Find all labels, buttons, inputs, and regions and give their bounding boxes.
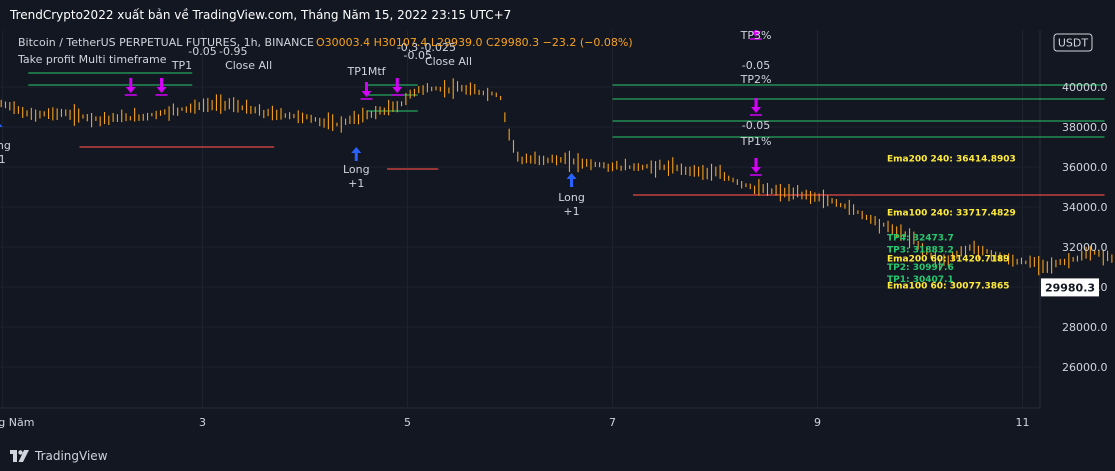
trade-annotation-label: TP1% bbox=[740, 135, 772, 148]
trade-annotation-label: Long bbox=[0, 139, 11, 152]
tp-sl-lines bbox=[28, 72, 1105, 196]
exit-signal-arrow-icon bbox=[391, 78, 404, 96]
price-axis[interactable]: 40000.038000.036000.034000.032000.030000… bbox=[1041, 81, 1108, 374]
y-tick-label: 36000.0 bbox=[1062, 161, 1108, 174]
y-tick-label: 34000.0 bbox=[1062, 201, 1108, 214]
trade-annotation-label: Close All bbox=[225, 59, 272, 72]
exit-arrow-shape bbox=[361, 82, 372, 97]
signal-arrows bbox=[0, 30, 762, 187]
exit-signal-arrow-icon bbox=[155, 78, 168, 96]
trade-annotation-label: -0.05 bbox=[188, 45, 216, 58]
trade-annotation-label: -0.05 bbox=[742, 119, 770, 132]
trade-annotation-label: +1 bbox=[0, 153, 6, 166]
chart-header: TrendCrypto2022 xuất bản về TradingView.… bbox=[0, 0, 1115, 30]
tradingview-logo-icon bbox=[10, 450, 29, 462]
trade-annotation-label: -0.025 bbox=[421, 41, 456, 54]
trade-annotation-label: -0.05 bbox=[742, 59, 770, 72]
exit-arrow-shape bbox=[751, 30, 761, 37]
long-entry-arrow-icon bbox=[351, 147, 362, 161]
grid bbox=[0, 30, 1040, 408]
trade-annotation-label: Close All bbox=[425, 55, 472, 68]
exit-arrow-shape bbox=[156, 78, 167, 93]
trade-annotation-label: Long bbox=[558, 191, 585, 204]
y-tick-label: 26000.0 bbox=[1062, 361, 1108, 374]
exit-signal-arrow-icon bbox=[750, 158, 762, 176]
symbol-title: Bitcoin / TetherUS PERPETUAL FUTURES, 1h… bbox=[18, 36, 314, 49]
exit-arrow-shape bbox=[751, 98, 761, 113]
trade-annotation-label: +1 bbox=[348, 177, 364, 190]
trade-annotation-label: TP1 bbox=[171, 59, 192, 72]
currency-button-label: USDT bbox=[1058, 37, 1089, 50]
indicator-value-label: TP4: 32473.7 bbox=[887, 234, 954, 244]
long-arrow-shape bbox=[0, 124, 3, 127]
x-tick-label: 11 bbox=[1016, 416, 1030, 429]
time-axis[interactable]: Tháng Năm357911131618 bbox=[0, 416, 1115, 429]
last-price-tag: 29980.3 bbox=[1041, 278, 1099, 297]
exit-arrow-shape bbox=[751, 158, 761, 173]
trade-annotation-label: -0.3 bbox=[397, 41, 418, 54]
long-entry-arrow-icon bbox=[566, 173, 577, 187]
trade-annotation-label: TP2% bbox=[740, 73, 772, 86]
trade-annotation-label: Long bbox=[343, 163, 370, 176]
indicator-name[interactable]: Take profit Multi timeframe bbox=[17, 53, 167, 66]
footer: TradingView bbox=[0, 440, 1115, 471]
y-tick-label: 28000.0 bbox=[1062, 321, 1108, 334]
last-price-value: 29980.3 bbox=[1045, 281, 1095, 294]
price-bars bbox=[0, 78, 1113, 276]
y-tick-label: 40000.0 bbox=[1062, 81, 1108, 94]
exit-arrow-shape bbox=[392, 78, 403, 93]
y-tick-label: 38000.0 bbox=[1062, 121, 1108, 134]
currency-button[interactable]: USDT bbox=[1053, 33, 1093, 52]
publisher-text: TrendCrypto2022 xuất bản về TradingView.… bbox=[10, 8, 512, 22]
x-tick-label: 5 bbox=[404, 416, 411, 429]
exit-signal-arrow-icon bbox=[750, 30, 762, 40]
indicator-value-label: TP2: 30997.6 bbox=[887, 263, 954, 273]
x-tick-label: 3 bbox=[199, 416, 206, 429]
x-tick-label: Tháng Năm bbox=[0, 416, 34, 429]
x-tick-label: 9 bbox=[814, 416, 821, 429]
trade-annotation-label: -0.05 bbox=[404, 49, 432, 62]
long-entry-arrow-icon bbox=[0, 124, 3, 127]
x-tick-label: 7 bbox=[609, 416, 616, 429]
long-arrow-shape bbox=[351, 147, 362, 161]
trade-annotations: Long+1Long+1Long+1Long+1-0.05-0.95TP1Clo… bbox=[0, 30, 772, 218]
long-arrow-shape bbox=[566, 173, 577, 187]
indicator-labels: Ema200 240: 36414.8903 Ema100 240: 33717.… bbox=[887, 155, 1016, 292]
trade-annotation-label: TP1Mtf bbox=[346, 65, 386, 78]
indicator-value-label: Ema100 240: 33717.4829 bbox=[887, 209, 1016, 219]
tradingview-logo[interactable]: TradingView bbox=[10, 446, 108, 466]
price-chart[interactable]: Long+1Long+1Long+1Long+1-0.05-0.95TP1Clo… bbox=[0, 30, 1115, 440]
trade-annotation-label: +1 bbox=[563, 205, 579, 218]
trade-annotation-label: TP3% bbox=[740, 30, 772, 42]
indicator-value-label: Ema200 240: 36414.8903 bbox=[887, 155, 1016, 165]
exit-signal-arrow-icon bbox=[750, 98, 762, 116]
indicator-value-label: Ema200 60: 31420.7189 bbox=[887, 255, 1010, 265]
last-price-tag-bg bbox=[1041, 278, 1099, 297]
trade-annotation-label: -0.95 bbox=[219, 45, 247, 58]
indicator-value-label: TP3: 31883.2 bbox=[887, 245, 954, 255]
indicator-value-label: TP1: 30407.1 bbox=[887, 275, 954, 285]
indicator-value-label: Ema100 60: 30077.3865 bbox=[887, 281, 1010, 291]
y-tick-label: 32000.0 bbox=[1062, 241, 1108, 254]
exit-signal-arrow-icon bbox=[124, 78, 137, 96]
exit-arrow-shape bbox=[125, 78, 136, 93]
ohlc-values: O30003.4 H30107.4 L29939.0 C29980.3 −23.… bbox=[316, 36, 633, 49]
tradingview-brand: TradingView bbox=[35, 449, 108, 463]
exit-signal-arrow-icon bbox=[360, 82, 373, 100]
